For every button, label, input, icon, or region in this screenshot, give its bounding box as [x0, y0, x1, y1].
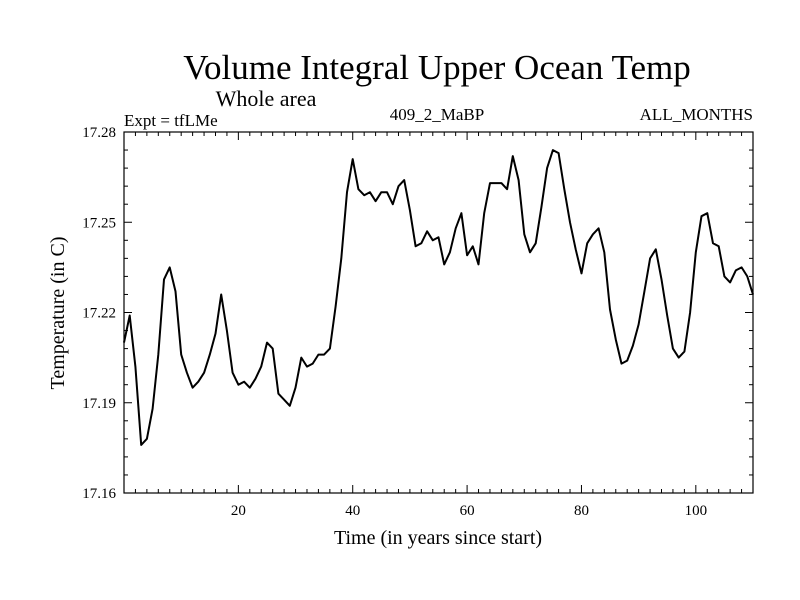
x-tick-label: 20 [231, 503, 246, 519]
x-tick-label: 40 [345, 503, 360, 519]
y-tick-label: 17.16 [82, 486, 116, 502]
chart-title: Volume Integral Upper Ocean Temp [183, 48, 690, 87]
y-axis-label: Temperature (in C) [47, 237, 69, 390]
y-tick-label: 17.28 [82, 125, 116, 141]
y-tick-label: 17.22 [82, 306, 116, 322]
x-tick-label: 100 [685, 503, 708, 519]
y-tick-label: 17.25 [82, 215, 116, 231]
x-tick-label: 80 [574, 503, 589, 519]
y-axis: 17.16 17.19 17.22 17.25 17.28 [82, 125, 753, 502]
x-axis-label: Time (in years since start) [334, 527, 542, 549]
run-id-label: 409_2_MaBP [390, 105, 484, 124]
x-axis: 20 40 60 80 100 [134, 132, 743, 519]
months-label: ALL_MONTHS [640, 105, 753, 124]
temperature-series-line [123, 149, 754, 446]
experiment-label: Expt = tfLMe [124, 111, 218, 130]
x-tick-label: 60 [460, 503, 475, 519]
chart-subtitle: Whole area [216, 86, 317, 111]
y-tick-label: 17.19 [82, 396, 116, 412]
